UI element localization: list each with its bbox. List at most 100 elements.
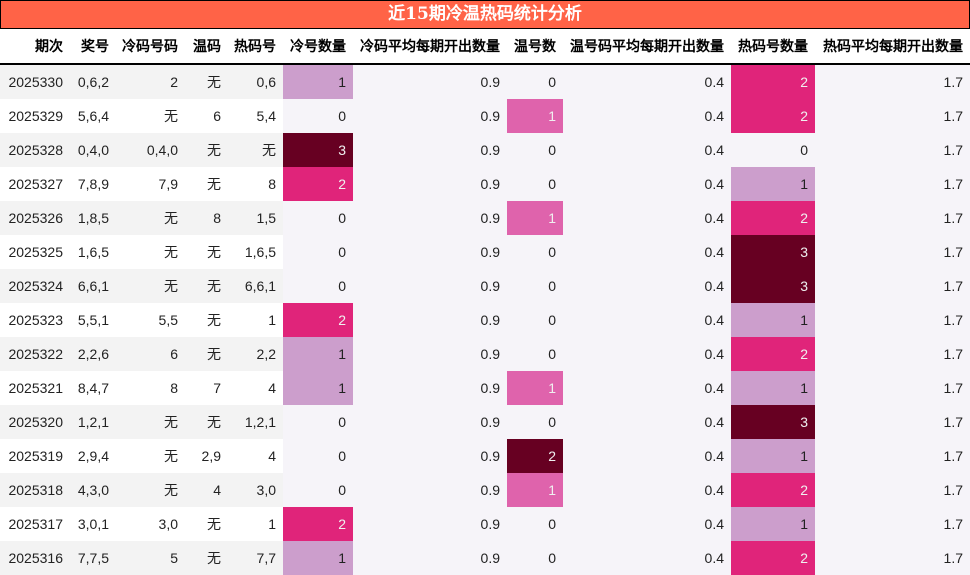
warm-avg-cell: 0.4	[563, 303, 731, 337]
warm-count-cell: 0	[507, 541, 563, 575]
cold-count-cell: 1	[283, 64, 353, 99]
warm-cell: 无	[185, 64, 228, 99]
period-cell: 2025324	[0, 269, 70, 303]
period-cell: 2025330	[0, 64, 70, 99]
hot-count-cell: 2	[731, 337, 815, 371]
table-row: 2025325 1,6,5 无无 1,6,5 0 0.9 0 0.4 3 1.7	[0, 235, 970, 269]
table-row: 2025324 6,6,1 无无 6,6,1 0 0.9 0 0.4 3 1.7	[0, 269, 970, 303]
warm-cell: 无	[185, 269, 228, 303]
hot-cell: 6,6,1	[228, 269, 283, 303]
table-row: 2025320 1,2,1 无无 1,2,1 0 0.9 0 0.4 3 1.7	[0, 405, 970, 439]
cold-avg-cell: 0.9	[353, 473, 507, 507]
cold-cell: 无	[116, 201, 185, 235]
warm-cell: 无	[185, 167, 228, 201]
cold-count-cell: 0	[283, 473, 353, 507]
cold-cell: 无	[116, 405, 185, 439]
cold-count-cell: 2	[283, 167, 353, 201]
numbers-cell: 6,6,1	[70, 269, 116, 303]
warm-cell: 无	[185, 235, 228, 269]
cold-avg-cell: 0.9	[353, 303, 507, 337]
warm-cell: 无	[185, 405, 228, 439]
cold-cell: 无	[116, 439, 185, 473]
cold-cell: 无	[116, 235, 185, 269]
warm-avg-cell: 0.4	[563, 167, 731, 201]
cold-cell: 3,0	[116, 507, 185, 541]
hot-count-cell: 1	[731, 303, 815, 337]
cold-avg-cell: 0.9	[353, 405, 507, 439]
cold-avg-cell: 0.9	[353, 64, 507, 99]
hot-count-cell: 1	[731, 507, 815, 541]
cold-cell: 8	[116, 371, 185, 405]
table-row: 2025330 0,6,2 2 无 0,6 1 0.9 0 0.4 2 1.7	[0, 64, 970, 99]
numbers-cell: 5,5,1	[70, 303, 116, 337]
numbers-cell: 8,4,7	[70, 371, 116, 405]
hot-avg-cell: 1.7	[815, 439, 970, 473]
cold-cell: 5	[116, 541, 185, 575]
warm-avg-cell: 0.4	[563, 99, 731, 133]
cold-count-cell: 1	[283, 371, 353, 405]
warm-avg-cell: 0.4	[563, 201, 731, 235]
numbers-cell: 4,3,0	[70, 473, 116, 507]
numbers-cell: 0,6,2	[70, 64, 116, 99]
hot-cell: 5,4	[228, 99, 283, 133]
hot-count-cell: 2	[731, 99, 815, 133]
cold-cell: 2	[116, 64, 185, 99]
warm-avg-cell: 0.4	[563, 64, 731, 99]
col-header-cold: 冷码号码	[116, 29, 185, 65]
table-row: 2025316 7,7,5 5 无 7,7 1 0.9 0 0.4 2 1.7	[0, 541, 970, 575]
cold-count-cell: 0	[283, 235, 353, 269]
hot-avg-cell: 1.7	[815, 64, 970, 99]
warm-cell: 无	[185, 133, 228, 167]
warm-cell: 无	[185, 507, 228, 541]
cold-count-cell: 0	[283, 405, 353, 439]
numbers-cell: 2,2,6	[70, 337, 116, 371]
period-cell: 2025322	[0, 337, 70, 371]
cold-cell: 0,4,0	[116, 133, 185, 167]
hot-cell: 2,2	[228, 337, 283, 371]
period-cell: 2025325	[0, 235, 70, 269]
col-header-warm: 温码	[185, 29, 228, 65]
hot-count-cell: 2	[731, 541, 815, 575]
cold-avg-cell: 0.9	[353, 507, 507, 541]
numbers-cell: 1,6,5	[70, 235, 116, 269]
table-row: 2025321 8,4,7 8 7 4 1 0.9 1 0.4 1 1.7	[0, 371, 970, 405]
table-row: 2025322 2,2,6 6 无 2,2 1 0.9 0 0.4 2 1.7	[0, 337, 970, 371]
cold-avg-cell: 0.9	[353, 167, 507, 201]
cold-cell: 5,5	[116, 303, 185, 337]
col-header-cold-count: 冷号数量	[283, 29, 353, 65]
cold-count-cell: 0	[283, 99, 353, 133]
hot-avg-cell: 1.7	[815, 507, 970, 541]
table-row: 2025323 5,5,1 5,5 无 1 2 0.9 0 0.4 1 1.7	[0, 303, 970, 337]
period-cell: 2025323	[0, 303, 70, 337]
cold-count-cell: 1	[283, 337, 353, 371]
hot-count-cell: 1	[731, 167, 815, 201]
cold-avg-cell: 0.9	[353, 201, 507, 235]
table-row: 2025319 2,9,4 无 2,9 4 0 0.9 2 0.4 1 1.7	[0, 439, 970, 473]
numbers-cell: 3,0,1	[70, 507, 116, 541]
period-cell: 2025319	[0, 439, 70, 473]
cold-count-cell: 2	[283, 303, 353, 337]
warm-cell: 6	[185, 99, 228, 133]
period-cell: 2025317	[0, 507, 70, 541]
cold-avg-cell: 0.9	[353, 371, 507, 405]
hot-count-cell: 1	[731, 439, 815, 473]
hot-count-cell: 3	[731, 235, 815, 269]
warm-cell: 4	[185, 473, 228, 507]
table-row: 2025328 0,4,0 0,4,0 无无 3 0.9 0 0.4 0 1.7	[0, 133, 970, 167]
warm-count-cell: 1	[507, 371, 563, 405]
cold-avg-cell: 0.9	[353, 541, 507, 575]
warm-avg-cell: 0.4	[563, 473, 731, 507]
hot-avg-cell: 1.7	[815, 371, 970, 405]
warm-count-cell: 0	[507, 133, 563, 167]
warm-cell: 7	[185, 371, 228, 405]
hot-count-cell: 0	[731, 133, 815, 167]
warm-cell: 无	[185, 303, 228, 337]
hot-avg-cell: 1.7	[815, 405, 970, 439]
hot-count-cell: 2	[731, 201, 815, 235]
period-cell: 2025329	[0, 99, 70, 133]
cold-cell: 7,9	[116, 167, 185, 201]
warm-avg-cell: 0.4	[563, 371, 731, 405]
warm-count-cell: 0	[507, 405, 563, 439]
numbers-cell: 0,4,0	[70, 133, 116, 167]
hot-count-cell: 3	[731, 269, 815, 303]
